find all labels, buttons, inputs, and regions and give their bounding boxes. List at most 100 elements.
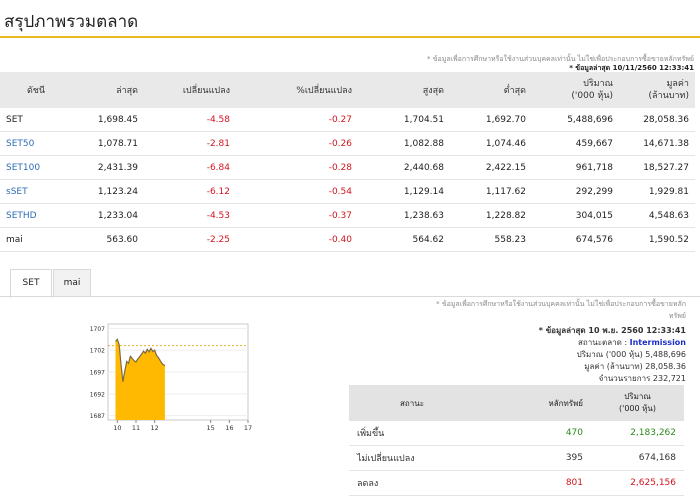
info-disclaimer: * ข้อมูลเพื่อการศึกษาหรือใช้งานส่วนบุคคล… [436,300,686,308]
adv-col-volume: ปริมาณ ('000 หุ้น) [591,385,684,421]
index-row: SET 1,698.45 -4.58 -0.27 1,704.51 1,692.70 5,4… [0,108,695,132]
chart-x-tick-label: 12 [151,424,159,432]
adv-status: เพิ่มขึ้น [349,421,475,446]
index-pct-change: -0.27 [236,108,358,132]
index-row: mai 563.60 -2.25 -0.40 564.62 558.23 674,576 1,… [0,227,695,252]
market-status-value: Intermission [629,338,686,347]
adv-status: ลดลง [349,470,475,496]
index-volume: 304,015 [532,203,619,228]
adv-row: ลดลง 801 2,625,156 [349,470,684,496]
adv-col-status: สถานะ [349,385,475,421]
adv-securities: 801 [475,470,591,496]
index-name[interactable]: SETHD [0,203,72,228]
adv-volume: 2,183,262 [591,421,684,446]
col-header-high: สูงสุด [358,72,450,108]
index-name[interactable]: SET50 [0,131,72,156]
index-volume: 459,667 [532,131,619,156]
index-row: SET100 2,431.39 -6.84 -0.28 2,440.68 2,422.15… [0,155,695,180]
index-volume: 674,576 [532,227,619,252]
chart-area-fill [115,339,165,420]
chart-y-tick-label: 1702 [90,348,105,355]
tab-set[interactable]: SET [10,269,52,298]
index-low: 2,422.15 [450,155,532,180]
index-row: SETHD 1,233.04 -4.53 -0.37 1,238.63 1,228.82 3… [0,203,695,228]
col-header-last: ล่าสุด [72,72,144,108]
index-name: mai [0,227,72,252]
index-change: -6.12 [144,179,236,204]
index-row: sSET 1,123.24 -6.12 -0.54 1,129.14 1,117.62 29… [0,179,695,204]
set-intraday-chart: 1707 1702 1697 1692 1687 10 11 12 15 16 17 [90,323,252,432]
index-value: 14,671.38 [619,131,695,156]
volume-summary: ปริมาณ ('000 หุ้น) 5,488,696 [577,348,686,361]
adv-securities: 395 [475,445,591,471]
title-divider [0,36,700,38]
index-table-header: ดัชนี ล่าสุด เปลี่ยนแปลง %เปลี่ยนแปลง สู… [0,72,695,108]
index-change: -6.84 [144,155,236,180]
tab-mai[interactable]: mai [53,269,91,297]
index-pct-change: -0.28 [236,155,358,180]
page-title: สรุปภาพรวมตลาด [4,12,139,32]
index-low: 1,692.70 [450,108,532,132]
adv-volume: 2,625,156 [591,470,684,496]
top-timestamp: * ข้อมูลล่าสุด 10/11/2560 12:33:41 [569,64,694,72]
index-last: 2,431.39 [72,155,144,180]
adv-row: เพิ่มขึ้น 470 2,183,262 [349,421,684,446]
top-disclaimer: * ข้อมูลเพื่อการศึกษาหรือใช้งานส่วนบุคคล… [427,55,694,63]
adv-row: ไม่เปลี่ยนแปลง 395 674,168 [349,445,684,471]
index-value: 1,929.81 [619,179,695,204]
adv-table-header: สถานะ หลักทรัพย์ ปริมาณ ('000 หุ้น) [349,385,684,421]
index-high: 1,082.88 [358,131,450,156]
tab-divider [0,296,700,297]
index-volume: 292,299 [532,179,619,204]
index-high: 1,238.63 [358,203,450,228]
index-last: 1,078.71 [72,131,144,156]
index-volume: 5,488,696 [532,108,619,132]
chart-y-tick-label: 1707 [90,326,105,333]
index-last: 563.60 [72,227,144,252]
chart-series-line [115,338,166,382]
index-pct-change: -0.37 [236,203,358,228]
chart-x-tick-label: 17 [244,424,252,432]
market-status: สถานะตลาด : Intermission [578,336,686,349]
trades-summary: จำนวนรายการ 232,721 [599,372,686,385]
index-name: SET [0,108,72,132]
value-label: มูลค่า (ล้านบาท) [584,362,643,371]
volume-value: 5,488,696 [645,350,686,359]
index-last: 1,123.24 [72,179,144,204]
index-pct-change: -0.40 [236,227,358,252]
chart-y-tick-label: 1692 [90,391,105,398]
chart-x-tick-label: 11 [132,424,140,432]
col-header-volume: ปริมาณ ('000 หุ้น) [532,72,619,108]
index-row: SET50 1,078.71 -2.81 -0.26 1,082.88 1,074.46 4… [0,131,695,156]
col-header-pct-change: %เปลี่ยนแปลง [236,72,358,108]
index-change: -4.53 [144,203,236,228]
index-name[interactable]: sSET [0,179,72,204]
index-low: 558.23 [450,227,532,252]
index-name[interactable]: SET100 [0,155,72,180]
index-value: 1,590.52 [619,227,695,252]
adv-status: ไม่เปลี่ยนแปลง [349,445,475,471]
chart-y-tick-label: 1697 [90,370,105,377]
index-low: 1,074.46 [450,131,532,156]
index-last: 1,698.45 [72,108,144,132]
trades-value: 232,721 [652,374,686,383]
value-value: 28,058.36 [645,362,686,371]
index-low: 1,117.62 [450,179,532,204]
index-change: -2.25 [144,227,236,252]
col-header-index: ดัชนี [0,72,72,108]
index-value: 18,527.27 [619,155,695,180]
index-change: -4.58 [144,108,236,132]
col-header-low: ต่ำสุด [450,72,532,108]
index-high: 564.62 [358,227,450,252]
adv-col-securities: หลักทรัพย์ [475,385,591,421]
index-high: 2,440.68 [358,155,450,180]
volume-label: ปริมาณ ('000 หุ้น) [576,350,643,359]
adv-volume: 674,168 [591,445,684,471]
index-pct-change: -0.26 [236,131,358,156]
index-volume: 961,718 [532,155,619,180]
index-high: 1,129.14 [358,179,450,204]
index-last: 1,233.04 [72,203,144,228]
col-header-value: มูลค่า (ล้านบาท) [619,72,695,108]
index-low: 1,228.82 [450,203,532,228]
index-value: 28,058.36 [619,108,695,132]
